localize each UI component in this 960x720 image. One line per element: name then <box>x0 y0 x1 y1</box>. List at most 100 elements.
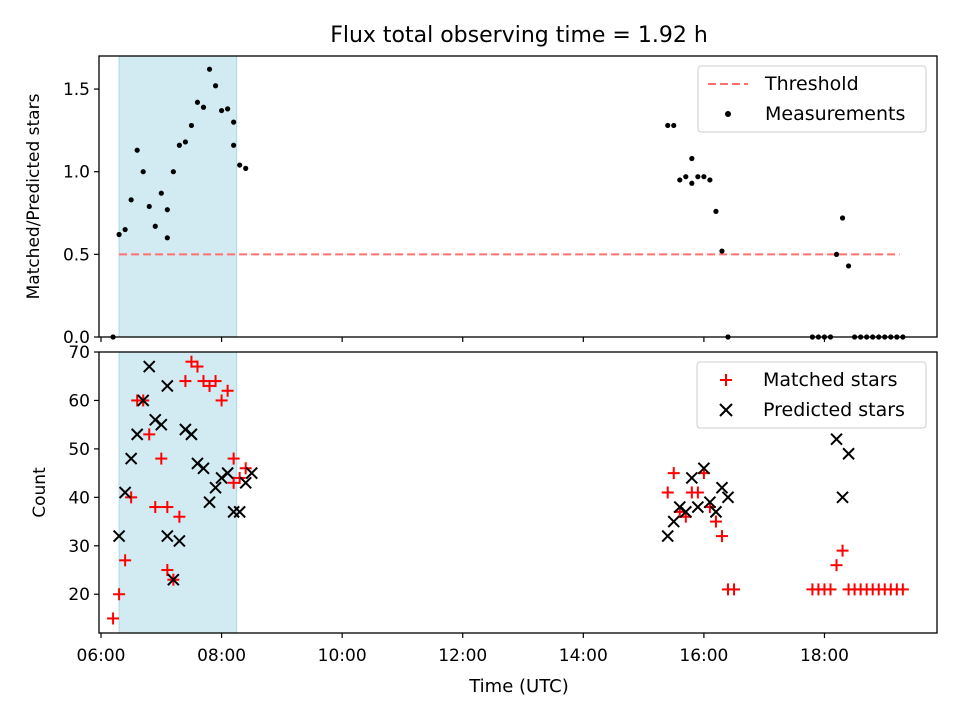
y-tick-label: 50 <box>68 440 90 460</box>
observing-span-top <box>118 55 238 338</box>
x-tick-label: 08:00 <box>197 646 246 666</box>
predicted-star-point <box>721 491 735 504</box>
measurement-point <box>243 165 249 171</box>
top-axes-frame <box>98 55 938 338</box>
measurement-point <box>689 180 695 186</box>
legend-threshold-label: Threshold <box>764 73 859 95</box>
top-x-ticks <box>100 337 826 342</box>
observing-span-bottom <box>118 351 238 634</box>
x-tick-label: 10:00 <box>318 646 367 666</box>
predicted-star-point <box>221 466 234 480</box>
measurement-point <box>839 215 846 221</box>
legend-matched-label: Matched stars <box>763 369 897 391</box>
predicted-star-point <box>137 394 150 407</box>
predicted-star-point <box>173 534 186 548</box>
x-axis-label: Time (UTC) <box>468 676 569 697</box>
measurement-point <box>170 169 176 175</box>
predicted-star-point <box>130 428 144 441</box>
legend-measurement-swatch <box>725 111 731 117</box>
y-tick-label: 1.5 <box>63 80 90 100</box>
matched-star-point <box>185 355 198 368</box>
bottom-y-ticks: 20 30 40 50 60 70 <box>68 343 99 605</box>
top-legend-box <box>697 65 927 133</box>
matched-star-point <box>161 501 174 514</box>
predicted-star-point <box>239 476 252 490</box>
matched-star-point <box>709 515 722 528</box>
predicted-star-point <box>161 529 174 543</box>
matched-star-point <box>221 384 234 397</box>
predicted-star-point <box>842 447 855 460</box>
measurement-point <box>152 223 158 229</box>
predicted-star-point <box>185 428 198 441</box>
measurement-point <box>182 139 189 145</box>
x-tick-label: 06:00 <box>77 646 126 666</box>
count-points <box>107 355 909 625</box>
measurement-point <box>707 177 713 183</box>
y-tick-label: 20 <box>68 585 90 605</box>
measurement-point <box>231 142 237 148</box>
matched-star-point <box>179 375 192 388</box>
measurement-point <box>122 226 128 233</box>
predicted-star-point <box>685 471 699 485</box>
y-tick-label: 40 <box>68 488 90 508</box>
measurement-point <box>845 263 852 269</box>
y-tick-label: 0.5 <box>63 245 90 265</box>
predicted-star-point <box>143 360 156 373</box>
predicted-star-point <box>112 529 126 543</box>
measurement-point <box>719 248 725 254</box>
measurement-point <box>212 83 219 89</box>
matched-star-point <box>215 394 228 407</box>
measurement-point <box>671 122 677 129</box>
measurement-point <box>200 104 207 110</box>
predicted-star-point <box>679 505 693 519</box>
measurement-point <box>713 208 719 214</box>
x-tick-label: 12:00 <box>438 646 487 666</box>
measurement-point <box>164 235 170 241</box>
measurement-points <box>110 66 906 340</box>
predicted-star-point <box>203 495 216 509</box>
matched-star-point <box>119 554 132 567</box>
y-tick-label: 60 <box>68 391 90 411</box>
measurement-point <box>164 207 170 213</box>
matched-star-point <box>715 530 728 543</box>
predicted-star-point <box>124 452 138 465</box>
measurement-point <box>146 203 152 210</box>
measurement-point <box>701 174 707 180</box>
measurement-point <box>231 119 237 125</box>
chart-title: Flux total observing time = 1.92 h <box>330 23 708 48</box>
measurement-point <box>677 177 683 183</box>
matched-star-point <box>203 379 216 392</box>
matched-star-point <box>107 612 120 625</box>
matched-star-point <box>113 588 126 601</box>
bottom-x-ticks: 06:00 08:00 10:00 12:00 14:00 16:00 18:00 <box>77 633 849 666</box>
y-tick-label: 70 <box>68 343 90 363</box>
predicted-star-point <box>197 462 210 475</box>
y-tick-label: 0.0 <box>63 328 90 348</box>
predicted-star-point <box>691 500 705 514</box>
matched-star-point <box>667 467 680 480</box>
predicted-star-point <box>233 505 246 519</box>
matched-star-point <box>143 428 156 441</box>
count-panel: 20 30 40 50 60 70 06:00 08:00 10:00 12:00 14:00 16… <box>30 343 938 697</box>
bottom-legend: Matched stars Predicted stars <box>696 361 927 429</box>
predicted-star-point <box>661 529 674 543</box>
predicted-star-point <box>697 462 711 475</box>
x-tick-label: 16:00 <box>679 646 728 666</box>
legend-predicted-label: Predicted stars <box>763 399 905 421</box>
predicted-star-point <box>118 486 132 499</box>
measurement-point <box>695 174 701 180</box>
top-y-ticks: 0.0 0.5 1.0 1.5 <box>63 80 99 348</box>
bottom-legend-box <box>696 361 927 429</box>
y-tick-label: 30 <box>68 537 90 557</box>
predicted-star-point <box>161 379 174 393</box>
matched-star-point <box>836 544 849 557</box>
predicted-star-point <box>709 505 723 519</box>
measurement-point <box>158 190 164 196</box>
legend-measurements-label: Measurements <box>765 103 905 125</box>
matched-star-point <box>197 375 210 388</box>
x-tick-label: 14:00 <box>559 646 608 666</box>
legend-predicted-swatch <box>719 403 733 417</box>
measurement-point <box>128 197 134 203</box>
measurement-point <box>206 66 213 72</box>
matched-star-point <box>173 510 186 523</box>
